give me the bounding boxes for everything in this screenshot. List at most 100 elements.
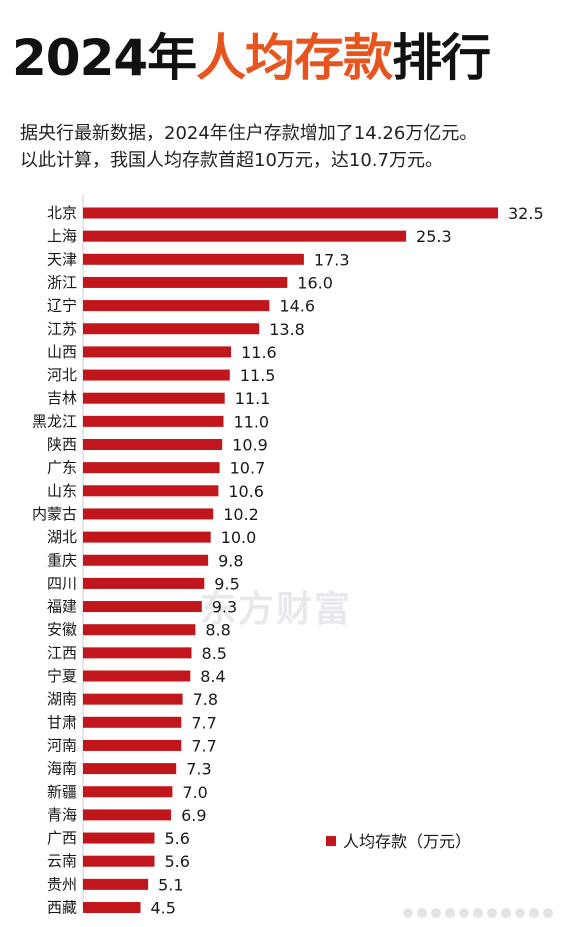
bar	[83, 763, 177, 775]
category-label: 湖北	[47, 528, 77, 546]
value-label: 8.4	[200, 667, 225, 686]
value-label: 7.0	[182, 783, 207, 802]
category-label: 海南	[47, 760, 77, 778]
bar	[83, 392, 225, 404]
category-label: 内蒙古	[32, 505, 77, 523]
category-label: 浙江	[47, 273, 77, 291]
category-label: 四川	[47, 574, 77, 592]
category-label: 天津	[47, 250, 77, 268]
category-label: 云南	[47, 852, 77, 870]
title-accent: 人均存款	[196, 29, 393, 87]
bar	[83, 531, 211, 543]
category-label: 贵州	[47, 875, 77, 893]
footer-dot	[487, 908, 497, 918]
value-label: 6.9	[181, 806, 206, 825]
legend-label: 人均存款（万元）	[343, 832, 471, 851]
value-label: 5.6	[165, 829, 190, 848]
value-label: 9.5	[214, 574, 239, 593]
bar	[83, 508, 214, 520]
category-label: 宁夏	[47, 667, 77, 685]
bar	[83, 647, 192, 659]
value-label: 8.8	[205, 621, 230, 640]
bar	[83, 554, 209, 566]
value-label: 32.5	[508, 204, 544, 223]
value-label: 7.7	[191, 713, 216, 732]
category-label: 安徽	[47, 621, 77, 639]
bar	[83, 601, 202, 613]
value-label: 9.8	[218, 551, 243, 570]
bar	[83, 809, 172, 821]
value-label: 17.3	[314, 250, 350, 269]
bar	[83, 207, 498, 219]
title-year: 2024年	[12, 29, 197, 87]
value-label: 10.9	[232, 436, 268, 455]
footer-dot	[473, 908, 483, 918]
bar	[83, 439, 223, 450]
category-label: 福建	[47, 598, 77, 616]
footer-dot	[459, 908, 469, 918]
value-label: 4.5	[150, 899, 175, 918]
watermark: 东方财富	[200, 589, 353, 630]
value-label: 10.7	[230, 459, 266, 478]
bar	[83, 276, 288, 288]
ellipsis-icon	[403, 908, 553, 918]
value-label: 9.3	[212, 598, 237, 617]
bar	[83, 230, 407, 242]
chart-subtitle: 据央行最新数据，2024年住户存款增加了14.26万亿元。 以此计算，我国人均存…	[20, 120, 565, 174]
value-label: 11.5	[240, 366, 276, 385]
bar	[83, 323, 260, 335]
value-label: 7.7	[191, 736, 216, 755]
footer-dot	[529, 908, 539, 918]
value-label: 16.0	[297, 273, 333, 292]
value-label: 8.5	[202, 644, 227, 663]
value-label: 10.0	[221, 528, 257, 547]
value-label: 13.8	[269, 320, 305, 339]
category-label: 陕西	[47, 436, 77, 454]
bar	[83, 786, 173, 798]
category-label: 江苏	[47, 320, 77, 338]
category-label: 西藏	[47, 899, 77, 917]
category-label: 甘肃	[47, 713, 77, 731]
bar	[83, 716, 182, 728]
value-label: 5.1	[158, 875, 183, 894]
legend-swatch	[326, 836, 336, 847]
footer-dot	[431, 908, 441, 918]
bar	[83, 624, 196, 636]
bar	[83, 369, 230, 381]
subtitle-line-2: 以此计算，我国人均存款首超10万元，达10.7万元。	[20, 150, 443, 171]
bar	[83, 855, 155, 867]
value-label: 10.2	[223, 505, 259, 524]
value-label: 5.6	[165, 852, 190, 871]
bar	[83, 693, 183, 705]
category-label: 上海	[47, 227, 77, 245]
footer-dot	[417, 908, 427, 918]
bar	[83, 346, 232, 358]
value-label: 25.3	[416, 227, 452, 246]
value-label: 14.6	[279, 297, 315, 316]
bar	[83, 577, 205, 589]
category-label: 新疆	[47, 783, 77, 801]
category-label: 广东	[47, 459, 77, 477]
footer-dot	[543, 908, 553, 918]
value-label: 11.0	[233, 412, 269, 431]
footer-dot	[515, 908, 525, 918]
category-label: 辽宁	[47, 297, 77, 315]
bar-chart: 北京 32.5 上海 25.3 天津 17.3 浙江 16.0 辽宁 14.6 江苏 13.8 山西 11…	[32, 195, 544, 918]
category-label: 青海	[47, 806, 77, 824]
bar	[83, 300, 270, 312]
footer-dot	[445, 908, 455, 918]
category-label: 山东	[47, 482, 77, 500]
value-label: 7.3	[186, 760, 211, 779]
bar	[83, 902, 141, 913]
bar	[83, 832, 155, 844]
bar	[83, 462, 220, 474]
bar	[83, 739, 182, 751]
category-label: 湖南	[47, 690, 77, 708]
bar	[83, 415, 224, 427]
title-suffix: 排行	[392, 29, 491, 87]
chart-title: 2024年人均存款排行	[12, 18, 572, 98]
category-label: 山西	[47, 343, 77, 361]
value-label: 10.6	[228, 482, 264, 501]
bar	[83, 878, 149, 890]
category-label: 北京	[47, 204, 77, 222]
